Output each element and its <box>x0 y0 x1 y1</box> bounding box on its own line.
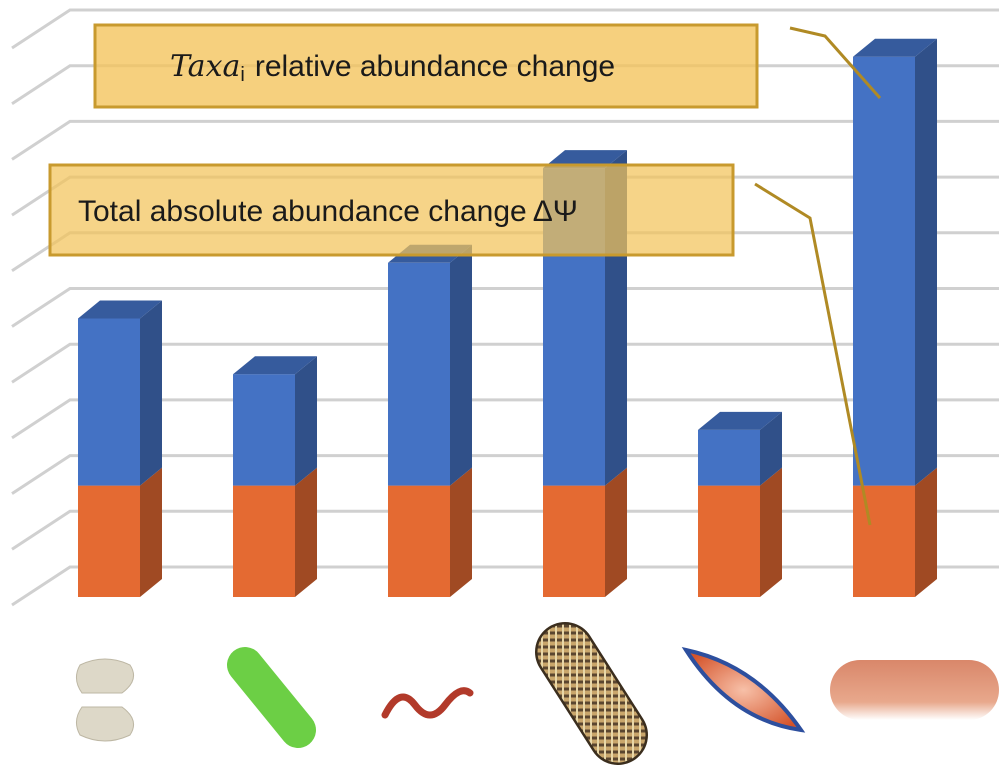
bar-side <box>760 468 782 597</box>
bar-segment <box>233 374 295 485</box>
bar-side <box>140 468 162 597</box>
bar-side <box>295 356 317 485</box>
bar-segment <box>388 263 450 486</box>
bar-side <box>450 468 472 597</box>
annotation-text: relative abundance change <box>255 50 615 83</box>
bar-side <box>915 468 937 597</box>
bar-segment <box>853 57 915 486</box>
bar-side <box>915 39 937 486</box>
bar-side <box>140 301 162 486</box>
bar-segment <box>543 486 605 597</box>
bar-side <box>605 468 627 597</box>
page: Taxai relative abundance change Total abs… <box>0 0 999 765</box>
icon <box>830 660 999 720</box>
icon <box>76 659 133 741</box>
annotation-sub: i <box>240 64 244 86</box>
annotation: Taxai relative abundance change <box>170 49 615 86</box>
bar-segment <box>853 486 915 597</box>
bar-segment <box>388 486 450 597</box>
chart: Taxai relative abundance change Total abs… <box>0 0 999 765</box>
annotation-text: Total absolute abundance change <box>78 195 527 228</box>
bar-side <box>295 468 317 597</box>
icon <box>385 691 470 715</box>
bar-segment <box>698 486 760 597</box>
grid-line <box>12 121 999 159</box>
bar-segment <box>78 319 140 486</box>
bar-side <box>450 245 472 486</box>
bar-segment <box>698 430 760 486</box>
icon <box>686 650 801 730</box>
bar-segment <box>233 486 295 597</box>
annotation-italic: Taxa <box>170 49 240 84</box>
annotation-symbol: ΔΨ <box>533 195 578 228</box>
icon <box>565 652 618 735</box>
icon <box>245 665 298 730</box>
bar-segment <box>78 486 140 597</box>
microbe-icons <box>76 650 999 741</box>
